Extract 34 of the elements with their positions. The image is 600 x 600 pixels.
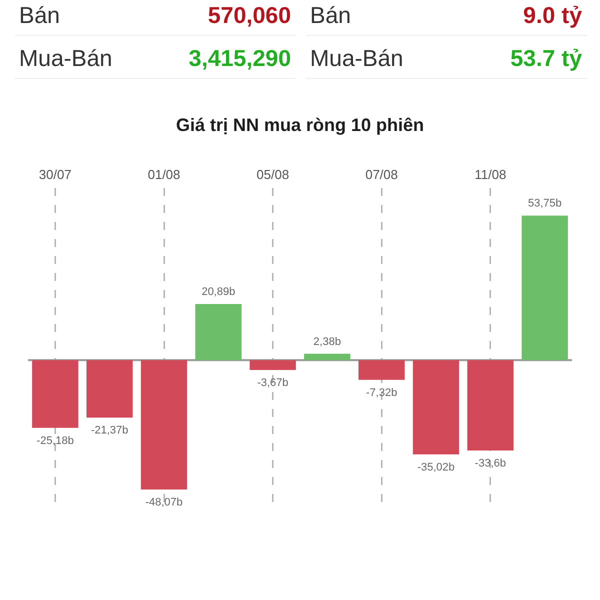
text: 9.0 tỷ [523, 1, 582, 30]
data-label: -35,02b [417, 461, 455, 474]
text: Mua-Bán [19, 44, 112, 73]
data-label: -48,07b [145, 496, 183, 508]
data-label: -7,32b [366, 386, 398, 399]
data-label: 20,89b [202, 286, 236, 298]
data-label: 2,38b [313, 336, 341, 348]
x-tick-label: 07/08 [365, 166, 398, 182]
data-label: -33,6b [474, 458, 506, 470]
bar [140, 360, 188, 490]
x-tick-label: 01/08 [148, 166, 180, 182]
bar [522, 216, 568, 360]
data-label: -3,67b [257, 377, 288, 390]
x-tick-label: 30/07 [38, 166, 72, 182]
data-label: 53,75b [528, 198, 562, 210]
text: 570,060 [208, 1, 291, 30]
data-label: -25,18b [36, 434, 74, 447]
x-tick-label: 05/08 [256, 166, 290, 182]
bar [467, 360, 514, 451]
text: Bán [19, 1, 60, 30]
text: 3,415,290 [188, 44, 291, 73]
bar [412, 360, 460, 454]
bar [250, 360, 296, 370]
bar [32, 360, 78, 428]
x-tick-label: 11/08 [474, 166, 506, 182]
bar [86, 360, 133, 418]
bar [358, 360, 405, 380]
text: 53.7 tỷ [510, 44, 582, 73]
chart-title: Giá trị NN mua ròng 10 phiên [176, 114, 424, 135]
bar [195, 304, 242, 360]
text: Bán [310, 1, 351, 30]
text: Mua-Bán [310, 44, 404, 73]
data-label: -21,37b [90, 424, 128, 437]
bar [304, 354, 350, 360]
